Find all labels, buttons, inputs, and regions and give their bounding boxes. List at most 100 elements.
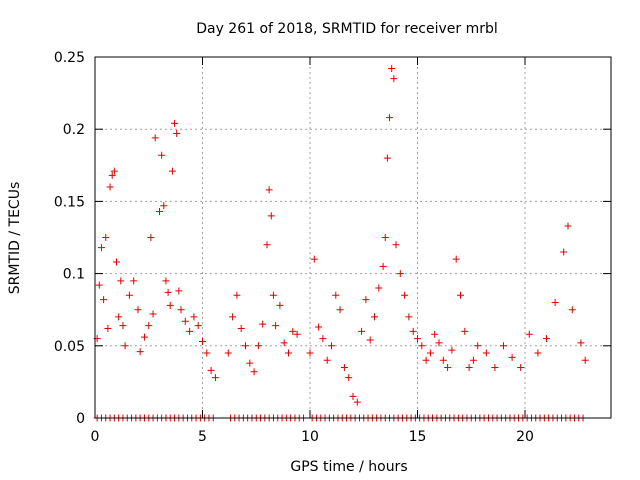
data-point: [543, 335, 550, 343]
data-point: [336, 306, 344, 314]
data-point: [560, 248, 568, 256]
data-point: [310, 255, 318, 263]
data-point: [171, 119, 179, 127]
data-point: [149, 310, 157, 318]
data-point: [439, 356, 447, 364]
data-point: [250, 368, 258, 376]
data-point: [375, 284, 383, 292]
data-point: [379, 262, 387, 270]
data-point: [392, 241, 400, 249]
data-point: [371, 313, 378, 321]
data-point: [121, 342, 129, 350]
data-point: [386, 114, 394, 122]
data-point: [500, 342, 507, 350]
data-point: [491, 363, 499, 371]
data-point: [254, 342, 262, 350]
data-point: [581, 356, 589, 364]
data-point: [106, 183, 114, 191]
data-point: [345, 374, 353, 382]
data-point: [100, 296, 108, 304]
data-point: [267, 212, 275, 220]
data-point: [147, 234, 155, 241]
data-point: [353, 398, 361, 406]
data-point: [104, 324, 112, 332]
data-point: [444, 363, 452, 371]
data-point: [158, 151, 166, 159]
y-tick-label: 0: [76, 411, 85, 427]
data-point: [280, 339, 288, 347]
data-point: [517, 363, 525, 371]
data-point: [551, 298, 559, 306]
data-point: [435, 339, 443, 347]
data-point: [418, 342, 426, 350]
data-point: [525, 330, 533, 338]
y-tick-label: 0.05: [54, 339, 85, 355]
data-point: [175, 287, 183, 295]
data-point: [315, 323, 323, 331]
data-point: [237, 324, 245, 332]
data-point: [272, 322, 280, 330]
x-tick-label: 15: [409, 429, 427, 445]
data-point: [319, 335, 327, 343]
data-point: [482, 349, 490, 357]
grid: [95, 57, 611, 418]
data-point: [465, 363, 473, 371]
data-point: [134, 306, 142, 314]
y-tick-label: 0.1: [63, 267, 85, 283]
data-point: [259, 320, 267, 328]
data-point: [431, 330, 439, 338]
data-point: [156, 208, 163, 216]
data-point: [328, 342, 335, 350]
y-tick-label: 0.15: [54, 194, 85, 210]
data-point: [113, 258, 120, 266]
x-tick-label: 20: [516, 429, 534, 445]
data-point: [211, 374, 219, 382]
data-point: [564, 222, 572, 230]
data-point: [293, 330, 301, 338]
data-point: [186, 327, 194, 335]
data-point: [388, 65, 396, 73]
data-point: [102, 234, 110, 241]
data-point: [162, 277, 170, 285]
data-point: [285, 349, 292, 357]
data-point: [568, 306, 576, 314]
data-point: [366, 336, 374, 344]
data-point: [130, 277, 138, 285]
data-point: [577, 339, 585, 347]
data-point: [177, 306, 185, 314]
data-point: [207, 366, 215, 374]
data-point: [457, 291, 464, 299]
data-point: [119, 322, 127, 330]
data-point: [383, 154, 391, 162]
data-point: [409, 327, 417, 335]
data-point: [289, 327, 297, 335]
data-point: [203, 349, 211, 357]
data-point: [140, 333, 148, 341]
data-point: [358, 327, 366, 335]
data-point: [164, 288, 172, 296]
data-point: [246, 359, 254, 367]
x-tick-label: 10: [301, 429, 319, 445]
data-point: [145, 322, 153, 330]
data-point: [181, 317, 189, 325]
axis-ticks: 0 0.05 0.1 0.15 0.2 0.25 0 5 10 15 20: [54, 50, 611, 445]
data-point: [340, 363, 348, 371]
data-point: [401, 291, 409, 299]
data-point: [110, 167, 118, 175]
data-point: [97, 244, 105, 252]
data-point: [349, 392, 357, 400]
data-point: [362, 296, 370, 304]
y-tick-label: 0.25: [54, 50, 85, 66]
data-point: [396, 270, 404, 278]
data-point: [160, 202, 168, 210]
data-point: [229, 313, 237, 321]
data-point: [381, 234, 389, 241]
y-axis-title: SRMTID / TECUs: [7, 182, 23, 295]
x-tick-label: 5: [198, 429, 207, 445]
data-point: [233, 291, 241, 299]
data-point: [461, 327, 469, 335]
data-point: [390, 75, 398, 83]
chart-title: Day 261 of 2018, SRMTID for receiver mrb…: [196, 21, 498, 37]
data-point: [448, 346, 456, 354]
